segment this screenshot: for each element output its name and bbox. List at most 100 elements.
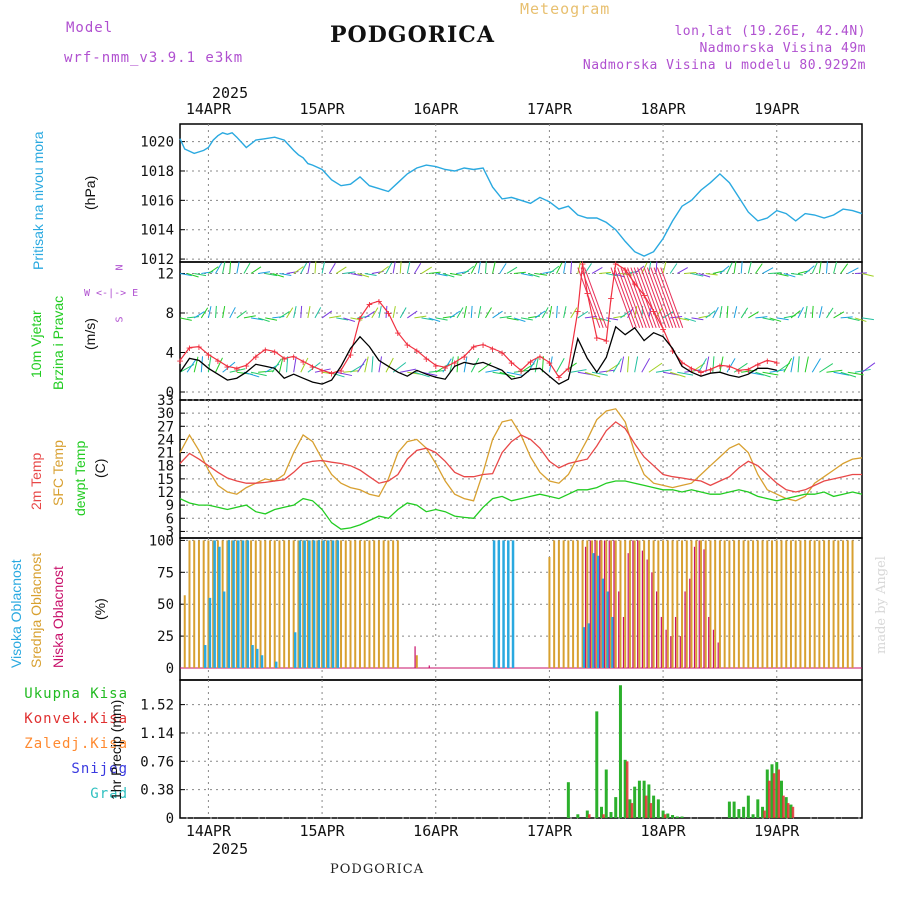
wind-barb <box>833 261 838 274</box>
panel-frame-wind <box>179 261 863 401</box>
wind-barb <box>556 357 565 373</box>
wind-barb <box>719 356 724 373</box>
wind-barb <box>804 305 808 319</box>
temp-tick-label: 12 <box>157 485 174 501</box>
wind-barb <box>634 356 639 373</box>
wind-barb <box>591 317 604 321</box>
wind-barb <box>463 356 468 373</box>
wind-gust-marker: + <box>271 346 278 359</box>
day-label-top: 15APR <box>300 100 346 118</box>
precip-tick-label: 1.52 <box>140 698 174 714</box>
wind-barb <box>854 317 867 322</box>
wind-storm-streak <box>650 267 674 328</box>
wind-tick-label: 0 <box>166 385 174 401</box>
wind-barb <box>535 272 548 276</box>
wind-gust-marker: + <box>641 289 648 302</box>
temp-tick-label: 18 <box>157 459 174 475</box>
wind-barb <box>833 311 845 319</box>
day-label-top: 18APR <box>641 100 687 118</box>
wind-barb <box>329 371 345 378</box>
wind-barb <box>818 261 822 274</box>
wind-barb <box>250 266 262 274</box>
wind-barb <box>421 317 434 321</box>
wind-barb <box>264 363 280 373</box>
wind-unit: (m/s) <box>82 318 98 350</box>
wind-barb <box>747 261 752 274</box>
wind-barb <box>825 261 828 274</box>
day-label-bottom: 15APR <box>300 822 346 840</box>
wind-gust-marker: + <box>584 287 591 300</box>
wind-storm-streak <box>643 267 667 328</box>
wind-barb <box>577 261 582 274</box>
wind-barb <box>719 265 730 274</box>
wind-barb <box>336 317 349 321</box>
wind-barb <box>741 369 758 373</box>
wind-barb <box>641 305 644 318</box>
temp-tick-label: 15 <box>157 472 174 488</box>
wind-gust-marker: + <box>631 277 638 290</box>
wind-barb <box>477 261 481 274</box>
wind-barb <box>250 317 263 321</box>
wind-gust-line <box>179 262 777 379</box>
wind-gust-marker: + <box>300 355 307 368</box>
wind-barb <box>790 310 801 319</box>
wind-barb <box>648 261 652 274</box>
wind-barb <box>470 262 478 274</box>
wind-barb <box>322 371 338 376</box>
wind-barb <box>733 362 748 373</box>
wind-storm-streak <box>610 267 634 328</box>
wind-barb <box>343 271 356 274</box>
wind-barb <box>606 272 619 277</box>
wind-barb <box>655 307 663 319</box>
wind-barb <box>818 306 823 319</box>
wind-barb <box>463 265 475 274</box>
wind-barb <box>357 315 370 319</box>
wind-gust-marker: + <box>608 292 615 305</box>
day-label-top: 19APR <box>754 100 800 118</box>
wind-barb <box>278 356 284 373</box>
panel-frame-cloud <box>179 537 863 681</box>
wind-barb <box>648 362 663 373</box>
wind-barb <box>314 261 317 274</box>
wind-barb <box>229 307 236 319</box>
wind-storm-streak <box>583 267 607 328</box>
wind-barb <box>698 315 711 319</box>
wind-barb <box>250 371 267 377</box>
elevation-label: Nadmorska Visina 49m <box>699 41 866 56</box>
wind-gust-marker: + <box>347 348 354 361</box>
wind-storm-streak <box>623 267 647 328</box>
wind-gust-marker: + <box>754 358 761 371</box>
wind-barb <box>343 317 356 322</box>
wind-barb <box>506 371 523 376</box>
wind-gust-marker: + <box>319 364 326 377</box>
wind-gust-marker: + <box>736 364 743 377</box>
wind-barb <box>513 271 526 274</box>
wind-storm-streak <box>656 267 680 328</box>
wind-barb <box>797 306 804 319</box>
model-label: Model <box>66 20 114 36</box>
cloud-tick-label: 100 <box>149 533 174 549</box>
wind-barb <box>520 317 533 321</box>
wind-storm-streak <box>646 267 670 328</box>
wind-barb <box>662 371 679 376</box>
wind-barb <box>428 369 445 373</box>
wind-barb <box>364 356 369 373</box>
wind-barb <box>577 310 589 319</box>
wind-gust-marker: + <box>338 364 345 377</box>
wind-barb <box>584 315 597 319</box>
wind-gust-marker: + <box>442 361 449 374</box>
wind-barb <box>207 306 212 319</box>
wind-barb <box>811 262 818 274</box>
wind-gust-marker: + <box>622 264 629 277</box>
wind-barb <box>200 307 209 319</box>
pressure-tick-label: 1018 <box>140 164 174 180</box>
wind-gust-marker: + <box>537 350 544 363</box>
precip-hail-label: Grad <box>90 786 128 802</box>
cloud-low-ylabel: Niska Oblacnost <box>50 566 66 668</box>
wind-barb <box>847 371 864 376</box>
wind-barb <box>613 315 626 319</box>
wind-barb <box>470 357 480 373</box>
temp2m-ylabel: 2m Temp <box>28 452 44 510</box>
wind-barb <box>421 371 438 376</box>
